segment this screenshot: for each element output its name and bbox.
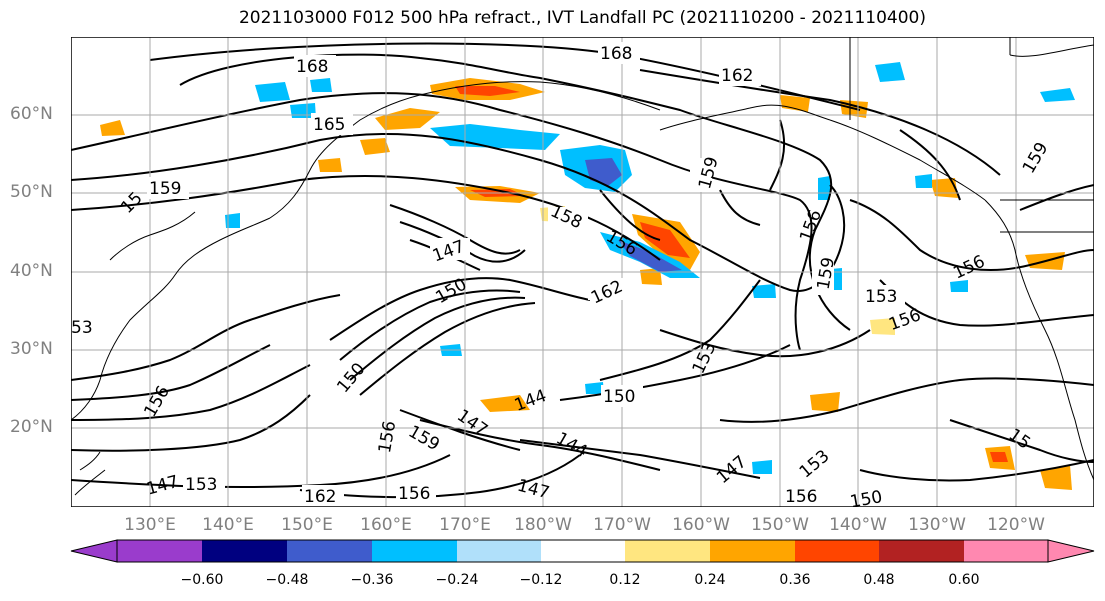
lon-label: 170°E bbox=[439, 515, 491, 535]
map-title: 2021103000 F012 500 hPa refract., IVT La… bbox=[238, 8, 926, 28]
colorbar-segment bbox=[879, 540, 964, 562]
lat-label: 60°N bbox=[10, 104, 53, 124]
contour-label: 150 bbox=[603, 387, 635, 407]
contour-label: 159 bbox=[149, 179, 181, 199]
lat-label: 20°N bbox=[10, 417, 53, 437]
colorbar-tick-label: 0.36 bbox=[779, 572, 811, 588]
colorbar-extend-min bbox=[70, 539, 118, 563]
colorbar-segment bbox=[541, 540, 625, 562]
contour-label: 156 bbox=[785, 487, 817, 507]
colorbar-segment bbox=[964, 540, 1048, 562]
colorbar-tick-label: 0.48 bbox=[863, 572, 895, 588]
colorbar-segment bbox=[457, 540, 541, 562]
lon-label: 140°W bbox=[829, 515, 887, 535]
colorbar-tick-label: 0.12 bbox=[609, 572, 641, 588]
colorbar-segment bbox=[710, 540, 795, 562]
colorbar-segment bbox=[372, 540, 457, 562]
contour-label: 53 bbox=[71, 318, 93, 338]
lat-label: 40°N bbox=[10, 261, 53, 281]
lon-label: 130°E bbox=[124, 515, 176, 535]
lon-label: 150°W bbox=[751, 515, 809, 535]
colorbar-tick-label: 0.24 bbox=[694, 572, 726, 588]
lon-label: 160°E bbox=[360, 515, 412, 535]
colorbar-tick-label: −0.24 bbox=[435, 572, 479, 588]
colorbar-tick-label: −0.36 bbox=[350, 572, 394, 588]
lon-label: 150°E bbox=[281, 515, 333, 535]
colorbar-outline bbox=[116, 539, 1049, 563]
contour-label: 165 bbox=[313, 115, 345, 135]
lon-label: 170°W bbox=[593, 515, 651, 535]
colorbar-segment bbox=[117, 540, 202, 562]
graticule bbox=[71, 37, 1094, 507]
lat-label: 50°N bbox=[10, 182, 53, 202]
colorbar-segment bbox=[202, 540, 287, 562]
contour-label: 162 bbox=[721, 66, 753, 86]
lon-label: 180°W bbox=[514, 515, 572, 535]
colorbar-segment bbox=[795, 540, 879, 562]
contour-label: 168 bbox=[296, 57, 328, 77]
lon-label: 140°E bbox=[202, 515, 254, 535]
colorbar bbox=[70, 539, 1095, 563]
lon-label: 130°W bbox=[908, 515, 966, 535]
coastlines bbox=[71, 37, 1094, 496]
lon-label: 120°W bbox=[987, 515, 1045, 535]
colorbar-extend-max bbox=[1047, 539, 1095, 563]
contour-label: 156 bbox=[398, 484, 430, 504]
colorbar-tick-label: 0.60 bbox=[948, 572, 980, 588]
contour-label: 162 bbox=[304, 487, 336, 507]
contour-label: 168 bbox=[600, 44, 632, 64]
colorbar-tick-label: −0.60 bbox=[180, 572, 224, 588]
contour-label: 153 bbox=[185, 475, 217, 495]
contour-label: 150 bbox=[848, 487, 883, 512]
colorbar-segment bbox=[625, 540, 710, 562]
colorbar-tick-label: −0.48 bbox=[265, 572, 309, 588]
colorbar-tick-label: −0.12 bbox=[519, 572, 563, 588]
colorbar-segment bbox=[287, 540, 372, 562]
contour-label: 153 bbox=[865, 287, 897, 307]
lat-label: 30°N bbox=[10, 339, 53, 359]
lon-label: 160°W bbox=[672, 515, 730, 535]
